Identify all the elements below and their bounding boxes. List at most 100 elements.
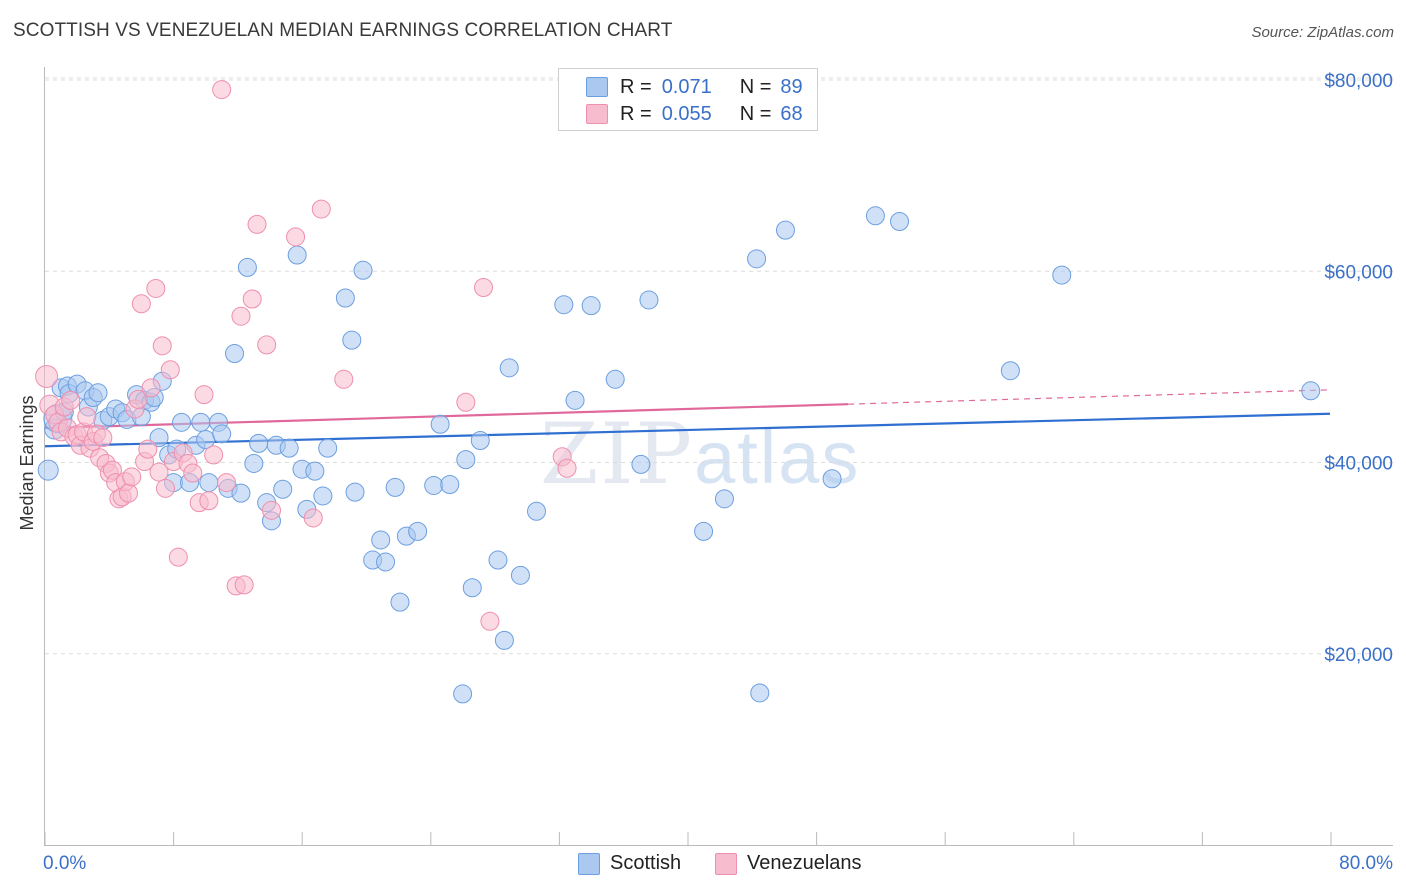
scottish-point [279, 438, 299, 458]
scottish-point [191, 412, 211, 432]
venezuelan-point [334, 369, 354, 389]
scottish-point [581, 296, 601, 316]
scottish-point [371, 530, 391, 550]
scottish-point [865, 206, 885, 226]
venezuelan-point [204, 445, 224, 465]
y-tick-label: $60,000 [1324, 262, 1393, 283]
tick-labels: $20,000 $40,000 $60,000 $80,000 0.0% 80.0% Med… [17, 71, 1393, 874]
scottish-point [212, 424, 232, 444]
venezuelan-point [257, 335, 277, 355]
venezuelan-point [311, 199, 331, 219]
scottish-point [488, 550, 508, 570]
venezuelan-point [480, 611, 500, 631]
scottish-point [345, 482, 365, 502]
scottish-point [353, 260, 373, 280]
scottish-point [408, 521, 428, 541]
scottish-point [199, 473, 219, 493]
legend-n-label: N = [739, 75, 772, 98]
scottish-point [305, 461, 325, 481]
venezuelan-point [61, 390, 81, 410]
scottish-point [342, 330, 362, 350]
legend-r-label: R = [620, 75, 652, 98]
scottish-point [750, 683, 770, 703]
scottish-point [172, 412, 192, 432]
venezuelan-point [168, 547, 188, 567]
scottish-point [631, 454, 651, 474]
scottish-point [565, 390, 585, 410]
scottish-point [390, 592, 410, 612]
venezuelan-point [242, 289, 262, 309]
venezuelan-point [217, 473, 237, 493]
venezuelan-point [247, 214, 267, 234]
scottish-point [37, 459, 59, 481]
scottish-point [318, 438, 338, 458]
legend-r-value: 0.055 [661, 102, 712, 125]
venezuelan-point [141, 378, 161, 398]
scottish-point [694, 521, 714, 541]
venezuelan-point [199, 491, 219, 511]
legend-r-value: 0.071 [661, 75, 712, 98]
venezuelans-swatch [715, 852, 737, 875]
venezuelan-point [35, 364, 59, 388]
legend-n-value: 89 [780, 75, 803, 98]
scottish-point [510, 565, 530, 585]
scottish-point [494, 630, 514, 650]
legend-row-scottish: R = 0.071 N = 89 [586, 75, 803, 99]
scottish-point [527, 501, 547, 521]
venezuelan-point [146, 278, 166, 298]
scottish-point [440, 474, 460, 494]
scottish-point [462, 578, 482, 598]
venezuelan-point [152, 336, 172, 356]
legend-n-value: 68 [780, 102, 803, 125]
scottish-point [499, 358, 519, 378]
data-points [35, 80, 1321, 704]
y-tick-label: $40,000 [1324, 454, 1393, 475]
bottom-legend-scottish-label: Scottish [610, 852, 682, 874]
axes [44, 67, 1393, 846]
legend-n-label: N = [739, 102, 772, 125]
scottish-point [1052, 265, 1072, 285]
scottish-point [714, 489, 734, 509]
venezuelan-point [234, 575, 254, 595]
scottish-point [456, 450, 476, 470]
bottom-legend-scottish: Scottish [578, 852, 681, 875]
venezuelan-point [160, 360, 180, 380]
venezuelan-point [77, 407, 97, 427]
venezuelan-point [456, 392, 476, 412]
scottish-point [1000, 361, 1020, 381]
x-tick-label-max: 80.0% [1339, 853, 1393, 874]
scottish-point [430, 414, 450, 434]
venezuelan-point [122, 467, 142, 487]
scottish-trend-line [44, 412, 1331, 448]
venezuelan-point [194, 385, 214, 405]
scottish-point [231, 483, 251, 503]
scottish-point [747, 249, 767, 269]
legend-r-label: R = [620, 102, 652, 125]
scottish-point [249, 433, 269, 453]
scottish-point [453, 684, 473, 704]
venezuelan-point [261, 500, 281, 520]
venezuelan-point [149, 462, 169, 482]
scottish-point [244, 453, 264, 473]
scottish-point [287, 245, 307, 265]
scottish-point [822, 469, 842, 489]
legend-row-venezuelans: R = 0.055 N = 68 [586, 102, 803, 126]
x-tick-label-min: 0.0% [43, 853, 86, 874]
scottish-point [605, 369, 625, 389]
scottish-point [88, 383, 108, 403]
scottish-point [554, 295, 574, 315]
venezuelan-trend-line-extension [848, 389, 1331, 405]
venezuelan-point [286, 227, 306, 247]
y-axis-title: Median Earnings [17, 395, 37, 530]
y-tick-label: $20,000 [1324, 645, 1393, 666]
venezuelan-point [474, 278, 494, 298]
scottish-point [639, 290, 659, 310]
scottish-point [225, 343, 245, 363]
venezuelan-point [212, 80, 232, 100]
trend-lines [44, 389, 1331, 448]
scottish-point [470, 431, 490, 451]
venezuelan-point [119, 483, 139, 503]
legend: R = 0.071 N = 89 R = 0.055 N = 68 [558, 68, 818, 131]
venezuelan-point [231, 306, 251, 326]
scottish-point [1301, 381, 1321, 401]
